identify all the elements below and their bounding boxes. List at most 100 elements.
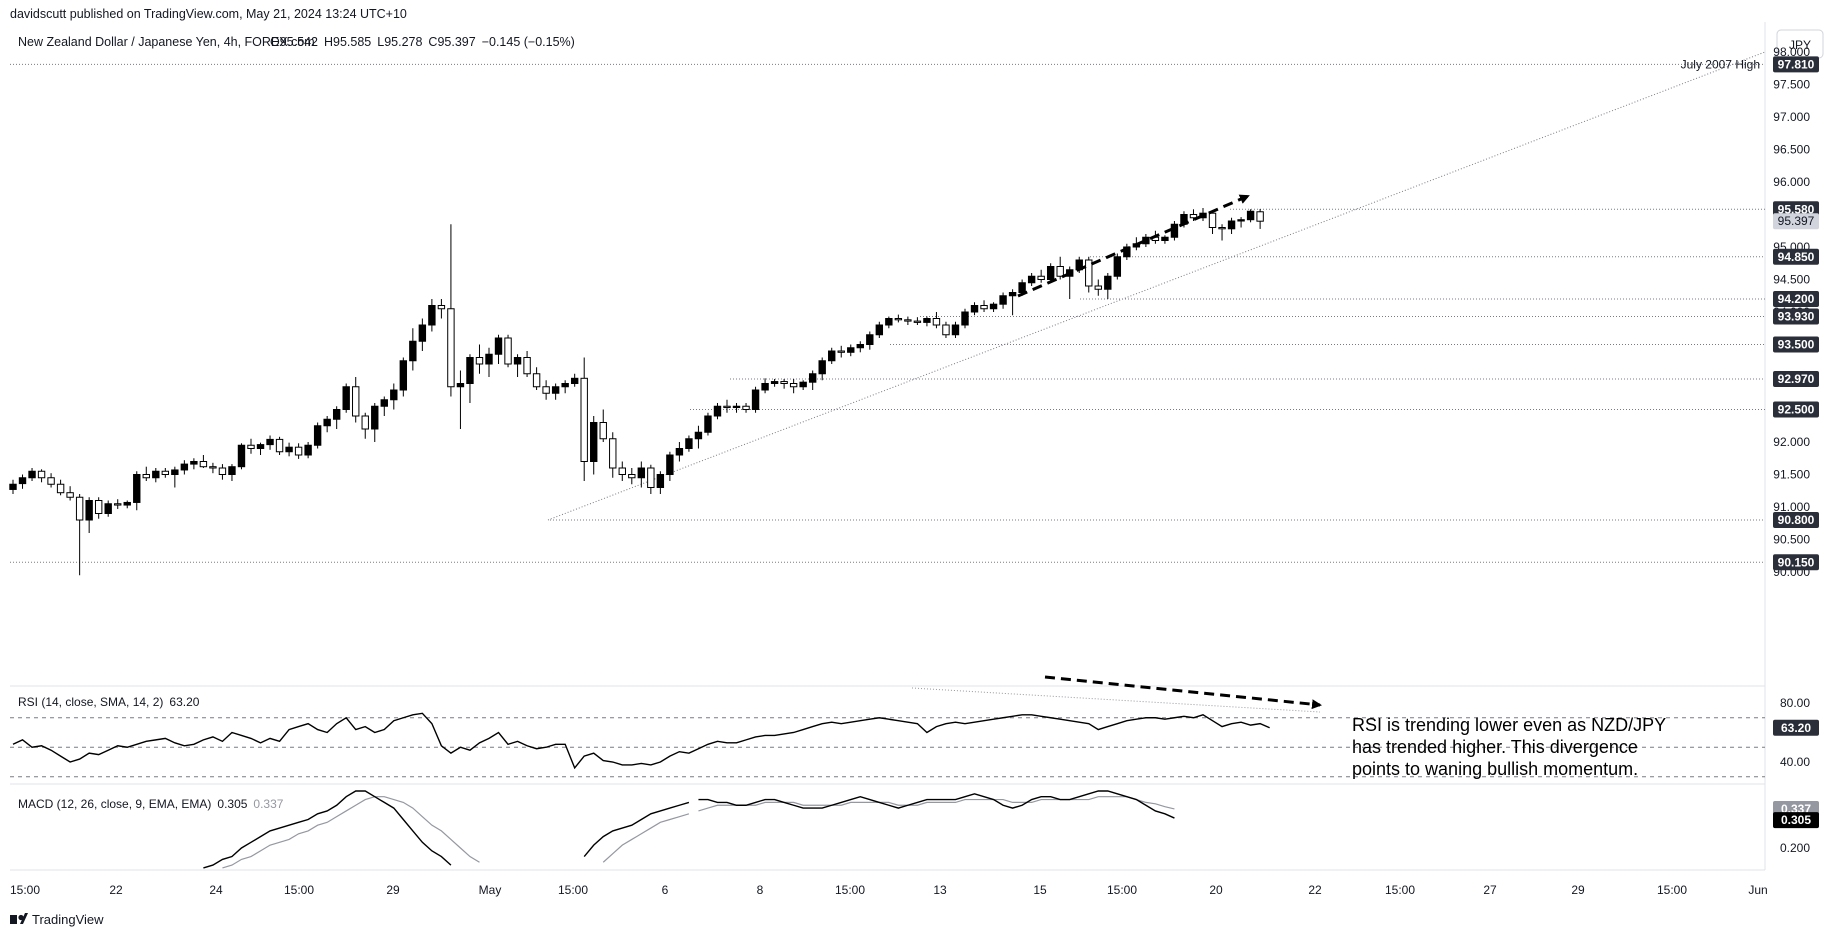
candle-body	[551, 386, 560, 394]
candle-body	[732, 405, 741, 409]
price-tick-label: 96.500	[1773, 143, 1810, 157]
candle-body	[342, 386, 350, 410]
candle-body	[418, 324, 427, 342]
macd-value-readout: 0.305	[217, 797, 247, 811]
time-tick-label: 8	[757, 883, 764, 897]
time-tick-label: 15:00	[1657, 883, 1687, 897]
candle-body	[618, 467, 626, 475]
divergence-note: RSI is trending lower even as NZD/JPY ha…	[1352, 715, 1671, 779]
candle-body	[485, 353, 493, 365]
level-badge	[1773, 554, 1819, 571]
rsi-value-badge-label: 63.20	[1781, 721, 1811, 735]
level-badge-label: 95.580	[1778, 202, 1815, 216]
time-tick-label: 15:00	[284, 883, 314, 897]
candle-body	[466, 357, 474, 384]
macd-pane: 0.200 0.337 0.305	[203, 790, 1819, 869]
candle-body	[513, 357, 522, 365]
candle-body	[894, 318, 903, 321]
candle-body	[561, 383, 569, 388]
macd-signal-line	[698, 796, 1175, 812]
time-tick-label: 24	[209, 883, 223, 897]
candle-body	[56, 483, 65, 494]
candle-body	[866, 334, 874, 345]
candle-body	[428, 305, 436, 326]
price-tick-label: 96.000	[1773, 175, 1810, 189]
trendlines	[547, 51, 1766, 521]
candle-body	[475, 357, 484, 365]
candle-body	[1256, 211, 1264, 222]
candle-body	[1056, 266, 1064, 277]
candle-body	[218, 467, 227, 475]
chart-title: New Zealand Dollar / Japanese Yen, 4h, F…	[18, 35, 315, 49]
candlestick-series	[9, 208, 1264, 576]
level-badge	[1773, 291, 1819, 307]
time-axis[interactable]: 15:00 22 24 15:00 29 May 15:00 6 8 15:00 13 15 15:00…	[10, 883, 1768, 897]
candle-body	[580, 377, 588, 462]
candle-body	[266, 438, 274, 446]
time-tick-label: 6	[662, 883, 669, 897]
price-levels: July 2007 High	[10, 57, 1765, 563]
low-value: 95.278	[384, 35, 422, 49]
price-tick-label: 98.000	[1773, 45, 1810, 59]
price-tick-label: 94.500	[1773, 273, 1810, 287]
candle-body	[675, 448, 684, 456]
time-tick-label: 20	[1209, 883, 1223, 897]
candle-body	[1037, 275, 1045, 280]
candle-body	[609, 438, 617, 469]
candle-body	[409, 340, 417, 362]
candle-body	[1227, 220, 1236, 230]
candle-body	[704, 415, 712, 433]
level-badge	[1773, 512, 1819, 528]
candle-body	[504, 337, 512, 365]
candle-body	[1170, 223, 1179, 238]
candle-body	[28, 470, 36, 479]
candle-body	[190, 461, 198, 465]
macd-signal-line	[602, 813, 690, 863]
time-tick-label: May	[479, 883, 502, 897]
candle-body	[723, 405, 731, 409]
price-tick-label: 97.000	[1773, 110, 1810, 124]
candle-body	[847, 347, 855, 353]
tradingview-logo: TradingView	[10, 912, 104, 927]
candle-body	[94, 500, 103, 514]
candle-body	[875, 324, 884, 336]
level-badge	[1773, 370, 1819, 387]
candle-body	[75, 496, 84, 521]
level-badge	[1773, 336, 1819, 353]
candle-body	[913, 320, 922, 323]
level-badge-label: 92.970	[1778, 372, 1815, 386]
level-badge-label: 93.930	[1778, 310, 1815, 324]
candle-body	[1208, 212, 1217, 228]
candle-body	[742, 405, 750, 410]
candle-body	[275, 438, 284, 453]
macd-signal-line	[222, 796, 480, 869]
time-tick-label: 22	[1308, 883, 1322, 897]
candle-body	[751, 389, 760, 410]
candle-body	[599, 422, 607, 440]
divergence-note-line-1: RSI is trending lower even as NZD/JPY	[1352, 715, 1666, 735]
candle-body	[171, 469, 179, 476]
candle-body	[666, 454, 674, 475]
candle-body	[47, 477, 55, 485]
candle-body	[694, 431, 703, 440]
candle-body	[437, 305, 446, 310]
candle-body	[789, 383, 798, 388]
time-tick-label: 15:00	[558, 883, 588, 897]
candle-body	[256, 444, 265, 450]
level-badge-label: 94.850	[1778, 250, 1815, 264]
rsi-tick-label: 80.00	[1780, 696, 1810, 710]
rsi-trend-arrow	[1044, 675, 1322, 710]
level-badge-label: 94.200	[1778, 292, 1815, 306]
time-tick-label: 27	[1483, 883, 1497, 897]
candle-body	[951, 324, 960, 336]
close-value: 95.397	[437, 35, 475, 49]
candle-body	[980, 305, 988, 310]
candle-body	[161, 470, 170, 475]
candle-body	[352, 386, 360, 417]
candle-body	[371, 405, 379, 430]
candle-body	[399, 360, 408, 391]
candle-body	[114, 503, 122, 506]
candle-body	[133, 474, 141, 503]
candle-body	[1008, 292, 1017, 297]
